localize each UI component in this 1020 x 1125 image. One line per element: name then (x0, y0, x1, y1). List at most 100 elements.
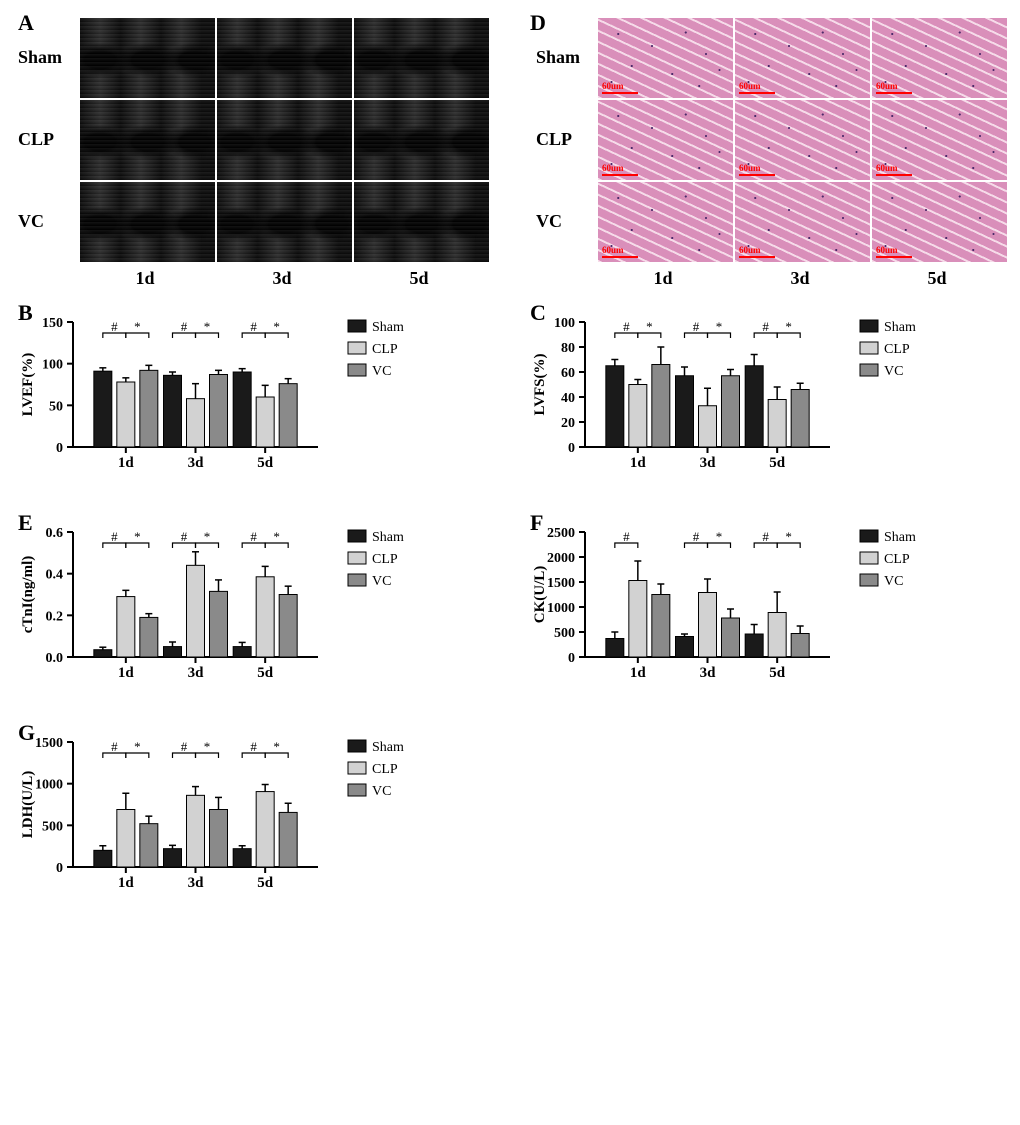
svg-text:*: * (273, 529, 280, 544)
svg-text:20: 20 (561, 416, 575, 431)
a-cell (217, 182, 352, 262)
chart-b: B050100150LVEF(%)1d#*3d#*5d#*ShamCLPVC (18, 300, 508, 475)
col-label: 1d (654, 268, 673, 289)
svg-text:100: 100 (42, 358, 63, 373)
chart-c: C020406080100LVFS(%)1d#*3d#*5d#*ShamCLPV… (530, 300, 1020, 475)
bar (256, 577, 274, 657)
d-cell: 60um (872, 182, 1007, 262)
legend-swatch (860, 320, 878, 332)
legend-label: CLP (884, 342, 910, 357)
svg-text:#: # (762, 319, 769, 334)
svg-text:0.2: 0.2 (46, 609, 64, 624)
svg-text:#: # (693, 529, 700, 544)
legend-swatch (348, 784, 366, 796)
svg-text:#: # (111, 319, 118, 334)
d-cell: 60um (598, 182, 733, 262)
legend-label: CLP (884, 552, 910, 567)
legend-swatch (860, 342, 878, 354)
bar (699, 406, 717, 447)
bar (210, 591, 228, 657)
bar (745, 634, 763, 657)
row-label: VC (536, 211, 562, 232)
bar (94, 850, 112, 867)
panel-label-d: D (530, 10, 546, 36)
legend-swatch (348, 762, 366, 774)
svg-text:3d: 3d (188, 665, 205, 681)
col-label: 1d (136, 268, 155, 289)
svg-text:*: * (134, 739, 141, 754)
svg-text:#: # (111, 529, 118, 544)
svg-text:5d: 5d (769, 665, 786, 681)
svg-text:3d: 3d (188, 455, 205, 471)
d-cell: 60um (735, 100, 870, 180)
row-label: Sham (18, 47, 62, 68)
svg-text:*: * (134, 529, 141, 544)
col-label: 3d (791, 268, 810, 289)
scalebar: 60um (739, 163, 775, 176)
svg-text:60: 60 (561, 366, 575, 381)
bar (722, 618, 740, 657)
legend-swatch (860, 574, 878, 586)
bar (94, 371, 112, 447)
histo-grid: 60um60um60um60um60um60um60um60um60um (598, 18, 1007, 262)
a-cell (80, 18, 215, 98)
svg-text:5d: 5d (257, 875, 274, 891)
svg-text:#: # (181, 319, 188, 334)
bar (256, 792, 274, 867)
svg-text:*: * (273, 319, 280, 334)
svg-text:LVFS(%): LVFS(%) (532, 354, 548, 416)
legend-label: CLP (372, 552, 398, 567)
svg-text:3d: 3d (700, 455, 717, 471)
d-cell: 60um (872, 18, 1007, 98)
row-label: CLP (536, 129, 572, 150)
svg-text:2500: 2500 (547, 526, 575, 541)
svg-text:0.0: 0.0 (46, 651, 64, 666)
svg-text:*: * (716, 529, 723, 544)
panel-label-a: A (18, 10, 34, 36)
scalebar: 60um (602, 81, 638, 94)
col-label: 3d (273, 268, 292, 289)
echo-grid (80, 18, 489, 262)
bar (233, 372, 251, 447)
a-cell (217, 18, 352, 98)
legend-swatch (860, 364, 878, 376)
svg-text:1d: 1d (118, 875, 135, 891)
bar (117, 597, 135, 657)
svg-text:1000: 1000 (547, 601, 575, 616)
d-cell: 60um (735, 182, 870, 262)
bar (233, 849, 251, 867)
svg-text:80: 80 (561, 341, 575, 356)
bar (94, 650, 112, 657)
svg-text:5d: 5d (769, 455, 786, 471)
svg-text:50: 50 (49, 399, 63, 414)
bar (629, 385, 647, 448)
bar (256, 397, 274, 447)
bar (210, 375, 228, 448)
panel-label-b: B (18, 300, 33, 326)
svg-text:5d: 5d (257, 665, 274, 681)
bar (187, 399, 205, 447)
bar (606, 639, 624, 658)
bar (164, 647, 182, 657)
legend-swatch (348, 342, 366, 354)
svg-text:CK(U/L): CK(U/L) (532, 566, 548, 624)
svg-text:#: # (181, 529, 188, 544)
scalebar: 60um (876, 81, 912, 94)
bar (676, 637, 694, 658)
bar (768, 613, 786, 658)
bar (140, 824, 158, 867)
svg-text:1d: 1d (118, 455, 135, 471)
svg-text:0.4: 0.4 (46, 568, 64, 583)
a-cell (354, 100, 489, 180)
panel-label-g: G (18, 720, 35, 746)
legend-label: VC (884, 364, 903, 379)
svg-text:LDH(U/L): LDH(U/L) (20, 771, 36, 839)
svg-text:#: # (250, 319, 257, 334)
row-label: CLP (18, 129, 54, 150)
bar (606, 366, 624, 447)
bar (140, 370, 158, 447)
bar (652, 595, 670, 658)
legend-swatch (348, 530, 366, 542)
svg-text:#: # (623, 319, 630, 334)
bar (164, 849, 182, 867)
